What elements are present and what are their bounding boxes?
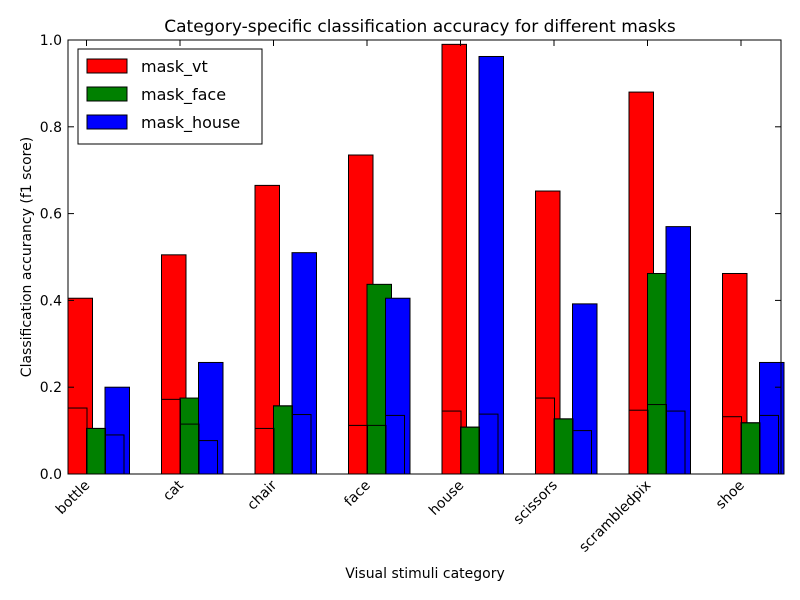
bar-mask_vt-scissors [535, 190, 561, 475]
y-tick-label: 0.0 [40, 467, 62, 483]
legend-swatch-mask_face [86, 86, 128, 102]
legend-label-mask_house: mask_house [141, 113, 240, 133]
x-tick-label-scrambledpix: scrambledpix [576, 478, 654, 556]
y-axis-label: Classification accurancy (f1 score) [19, 137, 35, 377]
chart-title: Category-specific classification accurac… [164, 17, 676, 37]
legend: mask_vt mask_face mask_house [77, 48, 263, 145]
bar-mask_house-scrambledpix [665, 226, 691, 475]
y-tick-label: 0.4 [40, 293, 62, 309]
x-tick-label-bottle: bottle [53, 478, 93, 518]
bar-mask_house-shoe [759, 361, 785, 475]
legend-swatch-mask_house [86, 114, 128, 130]
y-tick-label: 0.8 [40, 120, 62, 136]
bar-mask_house-scissors [572, 303, 598, 475]
legend-swatch-mask_vt [86, 58, 128, 74]
bar-mask_house-chair [291, 252, 317, 475]
bar-mask_house-house [478, 55, 504, 475]
x-tick-label-face: face [341, 478, 373, 510]
plot-frame [67, 39, 782, 475]
bar-mask_vt-house [441, 43, 467, 475]
x-tick-label-shoe: shoe [713, 478, 748, 513]
x-tick-label-chair: chair [244, 477, 280, 513]
legend-label-mask_face: mask_face [141, 85, 226, 105]
x-axis-label: Visual stimuli category [345, 566, 505, 582]
legend-label-mask_vt: mask_vt [141, 57, 208, 77]
x-tick-label-cat: cat [160, 477, 187, 504]
bar-mask_house-bottle [104, 386, 130, 475]
x-tick-label-scissors: scissors [511, 478, 561, 528]
y-tick-label: 0.2 [40, 380, 62, 396]
y-tick-label: 0.6 [40, 207, 62, 223]
bar-mask_house-face [385, 297, 411, 475]
y-axis: 0.0 0.2 0.4 0.6 0.8 1.0 [40, 33, 781, 483]
bar-mask_house-cat [198, 361, 224, 475]
y-tick-label: 1.0 [40, 33, 62, 49]
x-tick-label-house: house [426, 478, 467, 519]
